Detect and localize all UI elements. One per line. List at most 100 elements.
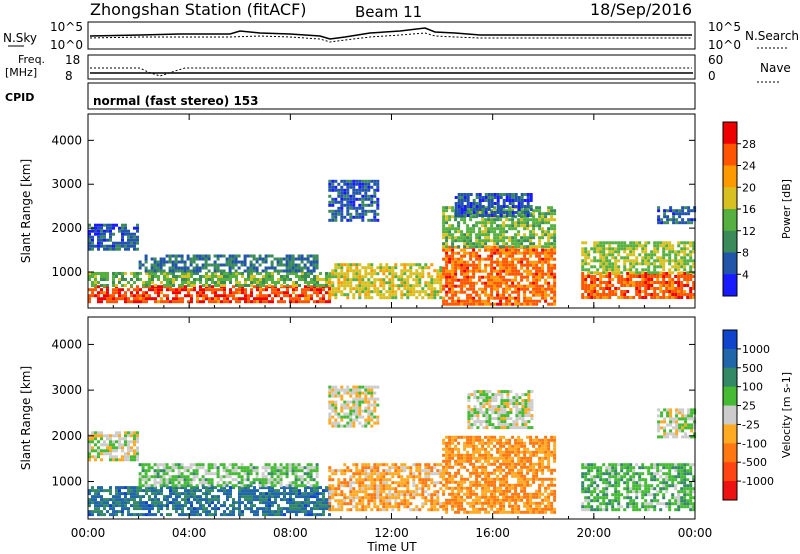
data-cell (656, 259, 660, 263)
data-cell (487, 257, 491, 261)
data-cell (460, 193, 464, 196)
data-cell (493, 236, 497, 240)
data-cell (596, 290, 600, 293)
data-cell (171, 269, 175, 273)
data-cell (250, 284, 253, 287)
data-cell (541, 248, 545, 252)
data-cell (394, 499, 398, 503)
data-cell (484, 199, 488, 202)
data-cell (340, 385, 344, 389)
data-cell (520, 196, 524, 199)
data-cell (295, 504, 298, 508)
data-cell (124, 229, 127, 233)
data-cell (669, 209, 673, 213)
data-cell (529, 193, 533, 196)
data-cell (463, 278, 467, 282)
data-cell (445, 453, 449, 457)
data-cell (457, 296, 461, 300)
data-cell (124, 300, 127, 304)
data-cell (587, 293, 591, 296)
data-cell (319, 272, 322, 275)
data-cell (681, 206, 685, 210)
data-cell (187, 495, 190, 499)
data-cell (517, 257, 521, 261)
data-cell (247, 300, 250, 304)
data-cell (285, 257, 289, 261)
data-cell (650, 250, 654, 254)
data-cell (418, 272, 422, 276)
data-cell (370, 203, 374, 207)
data-cell (280, 492, 283, 496)
data-cell (665, 296, 669, 299)
data-cell (217, 498, 220, 502)
data-cell (202, 498, 205, 502)
data-cell (514, 211, 518, 214)
data-cell (127, 513, 130, 517)
data-cell (144, 472, 148, 476)
data-cell (370, 275, 374, 279)
data-cell (238, 291, 241, 295)
data-cell (361, 466, 365, 470)
data-cell (514, 272, 518, 276)
data-cell (255, 257, 259, 261)
data-cell (415, 284, 419, 288)
data-cell (553, 242, 557, 246)
data-cell (169, 288, 172, 292)
data-cell (638, 293, 642, 296)
data-cell (210, 478, 214, 482)
data-cell (484, 196, 488, 199)
data-cell (142, 504, 145, 508)
data-cell (283, 291, 286, 295)
data-cell (258, 478, 262, 482)
data-cell (367, 409, 371, 413)
data-cell (605, 262, 609, 266)
data-cell (109, 455, 112, 459)
data-cell (183, 269, 187, 273)
data-cell (599, 287, 603, 290)
data-cell (364, 203, 368, 207)
data-cell (106, 504, 109, 508)
data-cell (590, 293, 594, 296)
data-cell (358, 484, 362, 488)
data-cell (656, 271, 660, 275)
data-cell (668, 253, 672, 257)
data-cell (666, 209, 670, 213)
data-cell (355, 403, 359, 407)
data-cell (246, 269, 250, 273)
data-cell (304, 489, 307, 493)
colorbar-tick-label: 12 (742, 225, 756, 238)
data-cell (312, 254, 316, 258)
data-cell (439, 296, 443, 300)
data-cell (130, 272, 133, 275)
data-cell (241, 501, 244, 505)
data-cell (244, 294, 247, 298)
data-cell (309, 269, 313, 273)
data-cell (496, 199, 500, 202)
data-cell (499, 272, 503, 276)
data-cell (535, 272, 539, 276)
data-cell (304, 501, 307, 505)
data-cell (430, 502, 434, 506)
data-cell (457, 245, 461, 249)
data-cell (219, 263, 223, 267)
data-cell (297, 478, 301, 482)
data-cell (553, 257, 557, 261)
data-cell (358, 293, 362, 297)
data-cell (150, 266, 154, 270)
data-cell (343, 415, 347, 419)
data-cell (367, 400, 371, 404)
data-cell (174, 466, 178, 470)
data-cell (620, 244, 624, 248)
data-cell (364, 191, 368, 195)
data-cell (340, 185, 344, 189)
data-cell (355, 209, 359, 213)
data-cell (331, 478, 335, 482)
data-cell (454, 275, 458, 279)
data-cell (463, 205, 467, 208)
data-cell (364, 281, 368, 285)
data-cell (289, 501, 292, 505)
data-cell (478, 275, 482, 279)
data-cell (319, 284, 322, 287)
data-cell (442, 447, 446, 451)
data-cell (261, 472, 265, 476)
